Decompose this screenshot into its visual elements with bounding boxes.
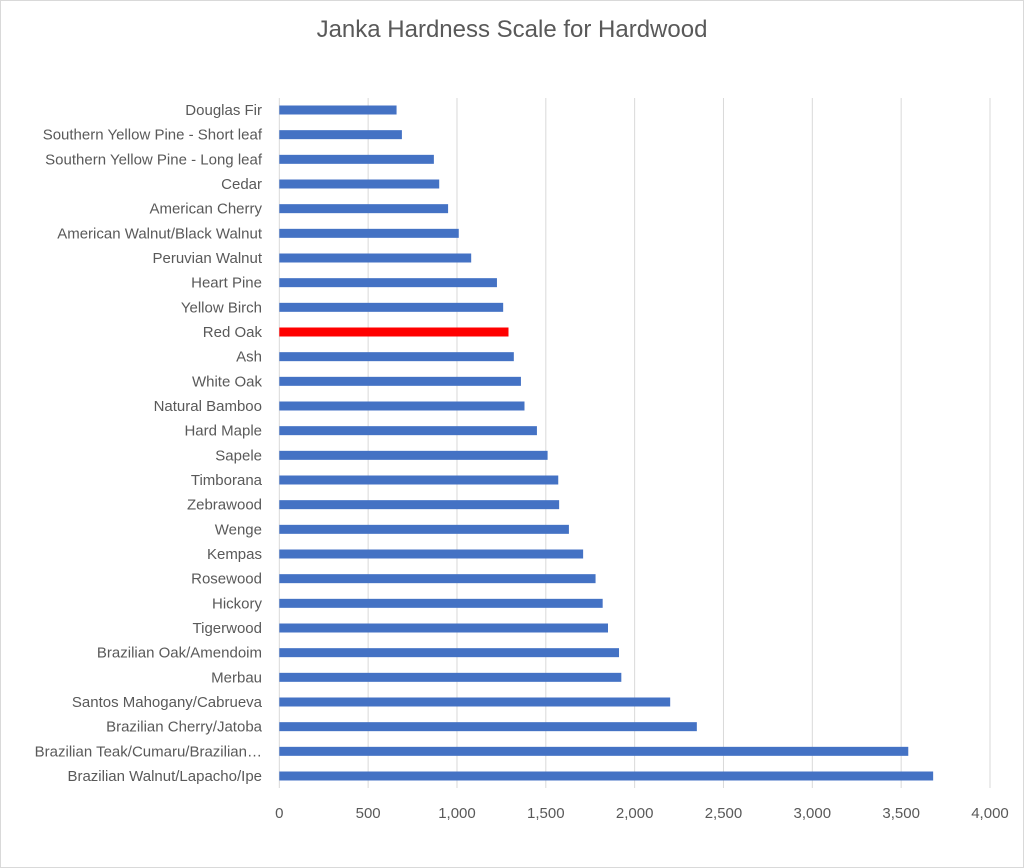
category-label: Santos Mahogany/Cabrueva [72,694,263,711]
bar [279,746,909,756]
bar [279,327,509,337]
bar [279,154,434,164]
category-label: American Walnut/Black Walnut [57,225,263,242]
bar [279,130,402,140]
bar [279,450,548,460]
category-label: Rosewood [191,571,262,588]
x-tick-label: 3,500 [882,805,920,822]
category-label: Sapele [215,447,262,464]
category-label: Hickory [212,595,263,612]
x-tick-label: 0 [275,805,283,822]
chart-title: Janka Hardness Scale for Hardwood [316,16,708,43]
category-label: Tigerwood [193,620,262,637]
category-label: Brazilian Teak/Cumaru/Brazilian… [35,743,262,760]
bar [279,401,525,411]
category-label: Cedar [221,176,262,193]
bar [279,204,449,214]
bar [279,574,596,584]
category-label: Wenge [215,521,262,538]
category-label: Hard Maple [184,423,262,440]
category-label: Brazilian Cherry/Jatoba [106,719,263,736]
category-label: Brazilian Oak/Amendoim [97,645,262,662]
category-label: White Oak [192,373,263,390]
category-label: Merbau [211,669,262,686]
bar [279,524,569,534]
category-label: Heart Pine [191,275,262,292]
x-tick-label: 4,000 [971,805,1009,822]
category-label: Red Oak [203,324,263,341]
bar [279,376,521,386]
category-label: Yellow Birch [181,299,262,316]
x-tick-label: 500 [356,805,381,822]
category-label: Ash [236,349,262,366]
bar [279,105,397,115]
category-label: Douglas Fir [185,102,262,119]
x-tick-label: 1,000 [438,805,476,822]
category-label: Natural Bamboo [154,398,262,415]
x-tick-label: 1,500 [527,805,565,822]
bar [279,475,559,485]
category-label: Brazilian Walnut/Lapacho/Ipe [67,768,262,785]
category-label: Kempas [207,546,262,563]
x-tick-label: 2,500 [705,805,743,822]
bar [279,179,440,189]
x-tick-label: 3,000 [794,805,832,822]
category-label: Zebrawood [187,497,262,514]
bar [279,278,497,288]
category-label: Timborana [191,472,263,489]
bar [279,228,459,238]
bar [279,648,620,658]
x-tick-label: 2,000 [616,805,654,822]
bar [279,500,560,510]
bar [279,722,697,732]
bar [279,672,622,682]
bar [279,426,537,436]
bar [279,302,504,312]
bar [279,549,584,559]
bar [279,697,671,707]
category-label: Peruvian Walnut [153,250,263,267]
bar [279,623,608,633]
category-label: Southern Yellow Pine - Short leaf [43,127,263,144]
bar [279,598,603,608]
bar [279,352,514,362]
category-label: Southern Yellow Pine - Long leaf [45,151,263,168]
category-label: American Cherry [149,201,262,218]
bar [279,771,934,781]
bar [279,253,472,263]
